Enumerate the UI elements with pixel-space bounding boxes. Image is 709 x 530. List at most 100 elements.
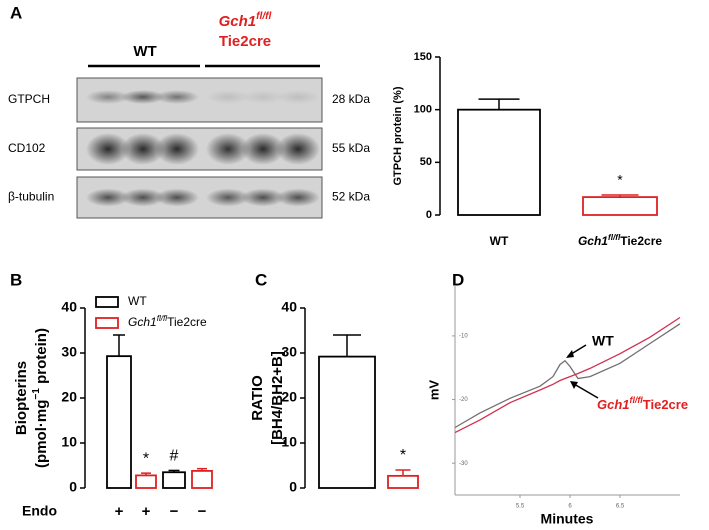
y-tick-label: 50 <box>420 156 432 168</box>
bar <box>387 474 419 489</box>
blot-band <box>241 90 285 104</box>
x-tick-label: − <box>170 503 179 520</box>
text-part: Tie2cre <box>620 234 662 248</box>
x-tick-label: 5.5 <box>516 504 525 510</box>
y-tick-label: 100 <box>414 104 432 116</box>
blot-band <box>121 188 165 207</box>
blot-band <box>276 90 320 104</box>
bar <box>162 471 186 489</box>
arrow <box>573 383 599 399</box>
y-axis-label: mV <box>426 380 441 401</box>
panel-label: B <box>10 270 22 289</box>
blot-row-label: GTPCH <box>8 92 50 106</box>
series-line <box>454 323 681 429</box>
blot-band <box>86 133 130 165</box>
y-tick-label: 30 <box>61 344 77 360</box>
x-tick-label: 6 <box>568 504 572 510</box>
annotation: * <box>143 450 149 467</box>
y-tick-label: 10 <box>61 434 77 450</box>
y-tick-label: 0 <box>289 479 297 495</box>
text-part: Gch1 <box>219 13 257 30</box>
panel-label: C <box>255 270 267 289</box>
x-tick-label: WT <box>490 234 509 248</box>
text-part: fl/fl <box>256 11 271 22</box>
x-tick-label: + <box>115 503 124 520</box>
legend-swatch <box>95 296 119 308</box>
blot-band <box>155 133 199 165</box>
blot-row-label: β-tubulin <box>8 190 54 204</box>
blot-header: WT <box>133 43 156 60</box>
blot-band <box>121 90 165 104</box>
bar <box>457 108 541 216</box>
blot-row-label: CD102 <box>8 141 46 155</box>
legend-swatch <box>95 317 119 329</box>
text-part: (pmol·mg <box>33 400 50 468</box>
text-part: fl/fl <box>608 233 621 242</box>
y-axis-label: (pmol·mg−1 protein) <box>31 328 50 468</box>
x-tick-label: + <box>142 503 151 520</box>
series-annotation: WT <box>592 333 614 349</box>
text-part: fl/fl <box>157 314 168 323</box>
x-axis-label: Minutes <box>541 511 594 527</box>
text-part: Gch1 <box>597 397 630 412</box>
panel-label: A <box>10 3 22 22</box>
y-tick-label: 150 <box>414 51 432 63</box>
y-axis-label: GTPCH protein (%) <box>392 86 404 185</box>
y-tick-label: -20 <box>459 397 468 403</box>
text-part: fl/fl <box>630 395 644 405</box>
blot-band <box>276 133 320 165</box>
y-tick-label: -30 <box>459 461 468 467</box>
series-line <box>454 316 681 434</box>
series-annotation: Gch1fl/flTie2cre <box>597 395 688 412</box>
y-axis-label: [BH4/BH2+B] <box>269 351 286 445</box>
y-tick-label: 10 <box>281 434 297 450</box>
blot-header: Tie2cre <box>219 33 271 50</box>
text-part: Tie2cre <box>167 315 207 329</box>
blot-band <box>86 90 130 104</box>
x-tick-label: 6.5 <box>616 504 625 510</box>
y-tick-label: 20 <box>61 389 77 405</box>
bar <box>106 355 132 489</box>
y-tick-label: 0 <box>69 479 77 495</box>
blot-band <box>276 188 320 207</box>
annotation: # <box>170 448 179 465</box>
text-part: Gch1 <box>128 315 157 329</box>
y-tick-label: 40 <box>281 299 297 315</box>
annotation: * <box>617 172 623 188</box>
x-tick-label: Gch1fl/flTie2cre <box>578 233 662 249</box>
blot-band <box>241 133 285 165</box>
blot-size-label: 28 kDa <box>332 92 370 106</box>
bar <box>191 469 213 489</box>
y-tick-label: 40 <box>61 299 77 315</box>
x-tick-label: − <box>198 503 207 520</box>
text-part: Gch1 <box>578 234 608 248</box>
x-axis-label: Endo <box>22 503 57 519</box>
blot-band <box>155 90 199 104</box>
legend-label: Gch1fl/flTie2cre <box>128 314 207 330</box>
arrowhead <box>570 381 578 389</box>
bar <box>318 355 376 489</box>
y-axis-label: Biopterins <box>13 361 30 435</box>
blot-header: Gch1fl/fl <box>219 11 272 30</box>
blot-band <box>121 133 165 165</box>
bar <box>135 474 157 489</box>
blot-size-label: 55 kDa <box>332 141 370 155</box>
panel-label: D <box>452 270 464 289</box>
y-tick-label: 20 <box>281 389 297 405</box>
blot-band <box>206 90 250 104</box>
y-axis-label: RATIO <box>249 375 266 421</box>
text-part: −1 <box>31 388 42 400</box>
blot-band <box>206 188 250 207</box>
y-tick-label: -10 <box>459 333 468 339</box>
blot-band <box>206 133 250 165</box>
text-part: protein) <box>33 328 50 388</box>
blot-size-label: 52 kDa <box>332 190 370 204</box>
annotation: * <box>400 447 406 464</box>
y-tick-label: 0 <box>426 209 432 221</box>
arrowhead <box>566 350 574 358</box>
bar <box>582 196 658 216</box>
blot-band <box>86 188 130 207</box>
blot-band <box>241 188 285 207</box>
